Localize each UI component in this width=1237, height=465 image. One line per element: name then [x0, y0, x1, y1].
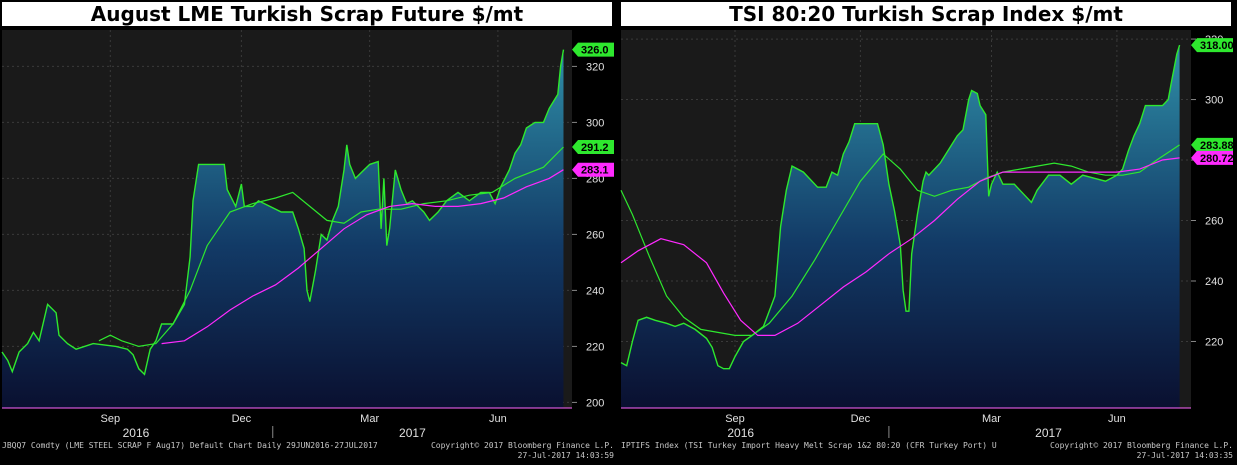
last-value-label: 326.0	[581, 45, 609, 57]
chart-title: August LME Turkish Scrap Future $/mt	[90, 2, 524, 26]
y-tick-label: 320	[586, 61, 604, 73]
y-tick-label: 260	[586, 229, 604, 241]
last-value-tag	[572, 162, 614, 177]
y-tick-label: 260	[1205, 216, 1223, 228]
y-tick-label: 300	[586, 117, 604, 129]
y-tick-label: 220	[1205, 336, 1223, 348]
footer-timestamp: 27-Jul-2017 14:03:35	[1136, 451, 1233, 460]
price-area	[2, 49, 564, 408]
footer-source: JBQQ7 Comdty (LME STEEL SCRAP F Aug17) D…	[2, 441, 378, 450]
x-tick-label: Sep	[725, 413, 745, 425]
series-line-ma_short	[98, 146, 564, 348]
footer-copyright: Copyright© 2017 Bloomberg Finance L.P.	[1049, 441, 1233, 450]
chart-title-bar: TSI 80:20 Turkish Scrap Index $/mt	[619, 0, 1233, 28]
chart-plot-right: 220240260280300320318.000283.880280.720S…	[620, 30, 1233, 440]
last-value-label: 283.1	[581, 165, 609, 177]
year-label: 2016	[123, 426, 150, 440]
chart-title-bar: August LME Turkish Scrap Future $/mt	[0, 0, 614, 28]
x-tick-label: Sep	[101, 413, 121, 425]
last-value-label: 291.2	[581, 142, 609, 154]
chart-title: TSI 80:20 Turkish Scrap Index $/mt	[729, 2, 1123, 26]
x-tick-label: Jun	[1108, 413, 1126, 425]
footer-source: IPTIFS Index (TSI Turkey Import Heavy Me…	[621, 441, 997, 450]
x-tick-label: Dec	[851, 413, 871, 425]
left-chart-panel: August LME Turkish Scrap Future $/mt 200…	[0, 0, 618, 465]
chart-footer: JBQQ7 Comdty (LME STEEL SCRAP F Aug17) D…	[2, 441, 614, 463]
chart-footer: IPTIFS Index (TSI Turkey Import Heavy Me…	[621, 441, 1233, 463]
price-area	[621, 45, 1180, 408]
series-line-ma_short	[620, 144, 1180, 336]
series-line-ma_long	[620, 157, 1180, 336]
x-tick-label: Mar	[360, 413, 379, 425]
y-tick-label: 240	[586, 285, 604, 297]
y-tick-label: 200	[586, 397, 604, 409]
footer-copyright: Copyright© 2017 Bloomberg Finance L.P.	[430, 441, 614, 450]
last-value-label: 318.000	[1200, 40, 1233, 52]
series-line-price	[620, 44, 1181, 370]
last-value-tag	[572, 42, 614, 57]
series-line-ma_long	[161, 169, 564, 345]
y-tick-label: 300	[1205, 95, 1223, 107]
y-tick-label: 240	[1205, 276, 1223, 288]
last-value-tag	[572, 140, 614, 155]
right-chart-panel: TSI 80:20 Turkish Scrap Index $/mt 220 24…	[619, 0, 1237, 465]
footer-timestamp: 27-Jul-2017 14:03:59	[517, 451, 614, 460]
y-tick-label: 220	[586, 341, 604, 353]
last-value-label: 283.880	[1200, 140, 1233, 152]
x-tick-label: Dec	[232, 413, 252, 425]
last-value-tag	[1191, 137, 1233, 152]
year-label: 2016	[727, 426, 754, 440]
year-label: 2017	[1035, 426, 1062, 440]
x-tick-label: Jun	[489, 413, 507, 425]
last-value-tag	[1191, 150, 1233, 165]
last-value-tag	[1191, 38, 1233, 53]
year-label: 2017	[399, 426, 426, 440]
last-value-label: 280.720	[1200, 153, 1233, 165]
x-tick-label: Mar	[982, 413, 1001, 425]
